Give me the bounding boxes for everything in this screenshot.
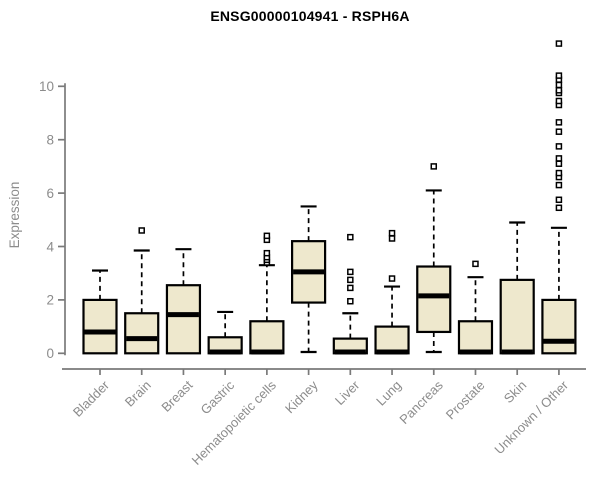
box-iqr	[124, 312, 160, 355]
box-iqr	[82, 298, 118, 355]
outlier-point	[555, 196, 563, 204]
x-axis-label: Unknown / Other	[491, 377, 571, 457]
y-axis-tick-label: 10	[39, 79, 54, 94]
y-axis-tick-label: 4	[46, 239, 54, 254]
outlier-point	[555, 72, 563, 79]
outlier-point	[263, 232, 271, 240]
x-axis-label: Lung	[373, 378, 404, 409]
outlier-point	[347, 276, 354, 284]
y-axis-tick-label: 6	[46, 186, 54, 201]
x-axis-label: Breast	[158, 377, 195, 414]
box-iqr	[499, 278, 535, 355]
x-axis-label: Kidney	[282, 377, 321, 416]
y-axis-tick-label: 8	[46, 133, 54, 148]
box-iqr	[457, 320, 494, 355]
outlier-point	[388, 275, 396, 282]
outlier-point	[555, 143, 563, 150]
outlier-point	[138, 227, 145, 234]
box-iqr	[416, 265, 452, 334]
outlier-point	[347, 297, 354, 305]
outlier-point	[555, 169, 563, 177]
x-axis-label: Skin	[501, 378, 529, 406]
outlier-point	[347, 284, 354, 292]
outlier-point	[555, 40, 563, 47]
outlier-point	[555, 87, 563, 94]
box-iqr	[541, 298, 577, 355]
outlier-point	[347, 268, 354, 276]
outlier-point	[555, 81, 563, 89]
outlier-point	[472, 260, 479, 268]
x-axis-label: Prostate	[443, 378, 488, 423]
outlier-point	[555, 128, 563, 135]
x-axis-label: Pancreas	[396, 377, 446, 427]
outlier-point	[555, 97, 563, 105]
outlier-point	[555, 160, 563, 167]
outlier-point	[263, 249, 271, 257]
box-iqr	[374, 325, 410, 355]
outlier-point	[388, 229, 396, 237]
x-axis-label: Brain	[122, 378, 154, 410]
x-axis-label: Liver	[332, 377, 363, 408]
outlier-point	[555, 119, 563, 126]
x-axis-label: Gastric	[198, 377, 238, 417]
x-axis-label: Bladder	[70, 377, 113, 420]
box-iqr	[165, 284, 202, 355]
y-axis-tick-label: 0	[46, 346, 54, 361]
outlier-point	[430, 163, 438, 170]
outlier-point	[555, 155, 563, 162]
outlier-point	[347, 233, 354, 241]
outlier-point	[555, 204, 563, 212]
outlier-point	[388, 235, 396, 242]
box-iqr	[249, 320, 285, 355]
outlier-point	[555, 181, 563, 189]
chart-title: ENSG00000104941 - RSPH6A	[210, 8, 410, 24]
y-axis-tick-label: 2	[46, 293, 54, 308]
